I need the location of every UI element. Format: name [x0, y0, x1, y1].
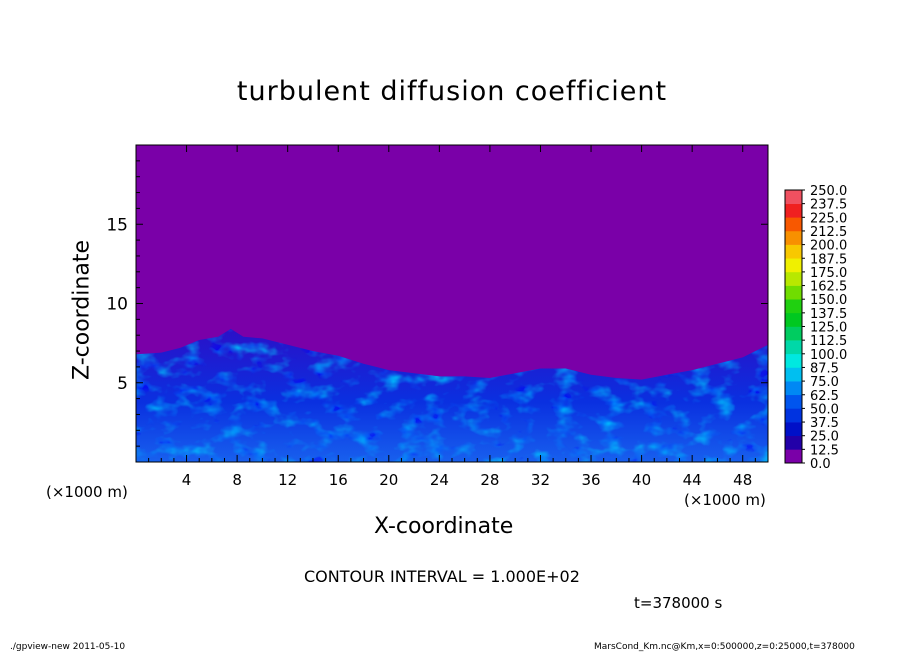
colorbar-label: 187.5: [810, 252, 847, 267]
y-tick-label: 5: [117, 374, 128, 394]
y-tick-label: 15: [106, 215, 128, 235]
colorbar-swatch: [785, 340, 802, 355]
x-tick-label: 20: [379, 471, 398, 489]
colorbar-label: 225.0: [810, 211, 847, 226]
colorbar-swatch: [785, 408, 802, 423]
colorbar-label: 112.5: [810, 334, 847, 349]
chart-title: turbulent diffusion coefficient: [236, 76, 668, 107]
colorbar-swatch: [785, 217, 802, 232]
colorbar-label: 50.0: [810, 402, 839, 417]
colorbar-label: 175.0: [810, 266, 847, 281]
colorbar-label: 75.0: [810, 375, 839, 390]
x-axis-label: X-coordinate: [374, 514, 514, 539]
x-tick-label: 36: [581, 471, 600, 489]
colorbar-swatch: [785, 230, 802, 245]
colorbar-swatch: [785, 422, 802, 436]
colorbar-label: 137.5: [810, 307, 847, 322]
x-tick-label: 32: [531, 471, 550, 489]
colorbar-swatch: [785, 435, 802, 450]
colorbar-swatch: [785, 190, 802, 204]
x-tick-label: 16: [329, 471, 348, 489]
colorbar-label: 212.5: [810, 225, 847, 240]
x-tick-label: 24: [430, 471, 449, 489]
colorbar-label: 0.0: [810, 457, 831, 472]
colorbar-label: 125.0: [810, 321, 847, 336]
colorbar-swatch: [785, 312, 802, 327]
x-tick-label: 8: [232, 471, 242, 489]
turbulent-layer-eddies: [136, 328, 768, 462]
y-tick-label: 10: [106, 295, 128, 315]
colorbar-swatch: [785, 381, 802, 396]
colorbar-label: 87.5: [810, 361, 839, 376]
colorbar-label: 12.5: [810, 443, 839, 458]
x-tick-label: 44: [683, 471, 702, 489]
turbulent-layer: [136, 328, 768, 462]
colorbar-swatch: [785, 299, 802, 314]
x-tick-label: 40: [632, 471, 651, 489]
colorbar-label: 200.0: [810, 239, 847, 254]
colorbar-label: 250.0: [810, 184, 847, 199]
x-axis-unit-right: (×1000 m): [684, 491, 766, 509]
footer-left: ./gpview-new 2011-05-10: [10, 642, 126, 652]
colorbar-label: 237.5: [810, 198, 847, 213]
colorbar-swatch: [785, 271, 802, 286]
colorbar-swatch: [785, 203, 802, 218]
x-axis-unit-left: (×1000 m): [46, 483, 128, 501]
colorbar-swatch: [785, 258, 802, 273]
time-label: t=378000 s: [634, 594, 723, 612]
footer-right: MarsCond_Km.nc@Km,x=0:500000,z=0:25000,t…: [594, 642, 855, 652]
colorbar-label: 162.5: [810, 280, 847, 295]
colorbar-swatch: [785, 285, 802, 300]
contour-interval-note: CONTOUR INTERVAL = 1.000E+02: [304, 567, 580, 586]
colorbar-swatch: [785, 394, 802, 409]
colorbar-swatch: [785, 326, 802, 341]
colorbar-label: 62.5: [810, 389, 839, 404]
colorbar-swatch: [785, 449, 802, 464]
x-tick-label: 12: [278, 471, 297, 489]
colorbar-swatch: [785, 244, 802, 259]
colorbar-label: 25.0: [810, 430, 839, 445]
x-tick-label: 28: [480, 471, 499, 489]
colorbar-swatch: [785, 353, 802, 368]
colorbar-label: 150.0: [810, 293, 847, 308]
colorbar-label: 100.0: [810, 348, 847, 363]
x-tick-label: 48: [733, 471, 752, 489]
y-axis-label: Z-coordinate: [69, 240, 95, 380]
x-tick-label: 4: [182, 471, 192, 489]
colorbar-swatch: [785, 367, 802, 382]
colorbar-label: 37.5: [810, 416, 839, 431]
